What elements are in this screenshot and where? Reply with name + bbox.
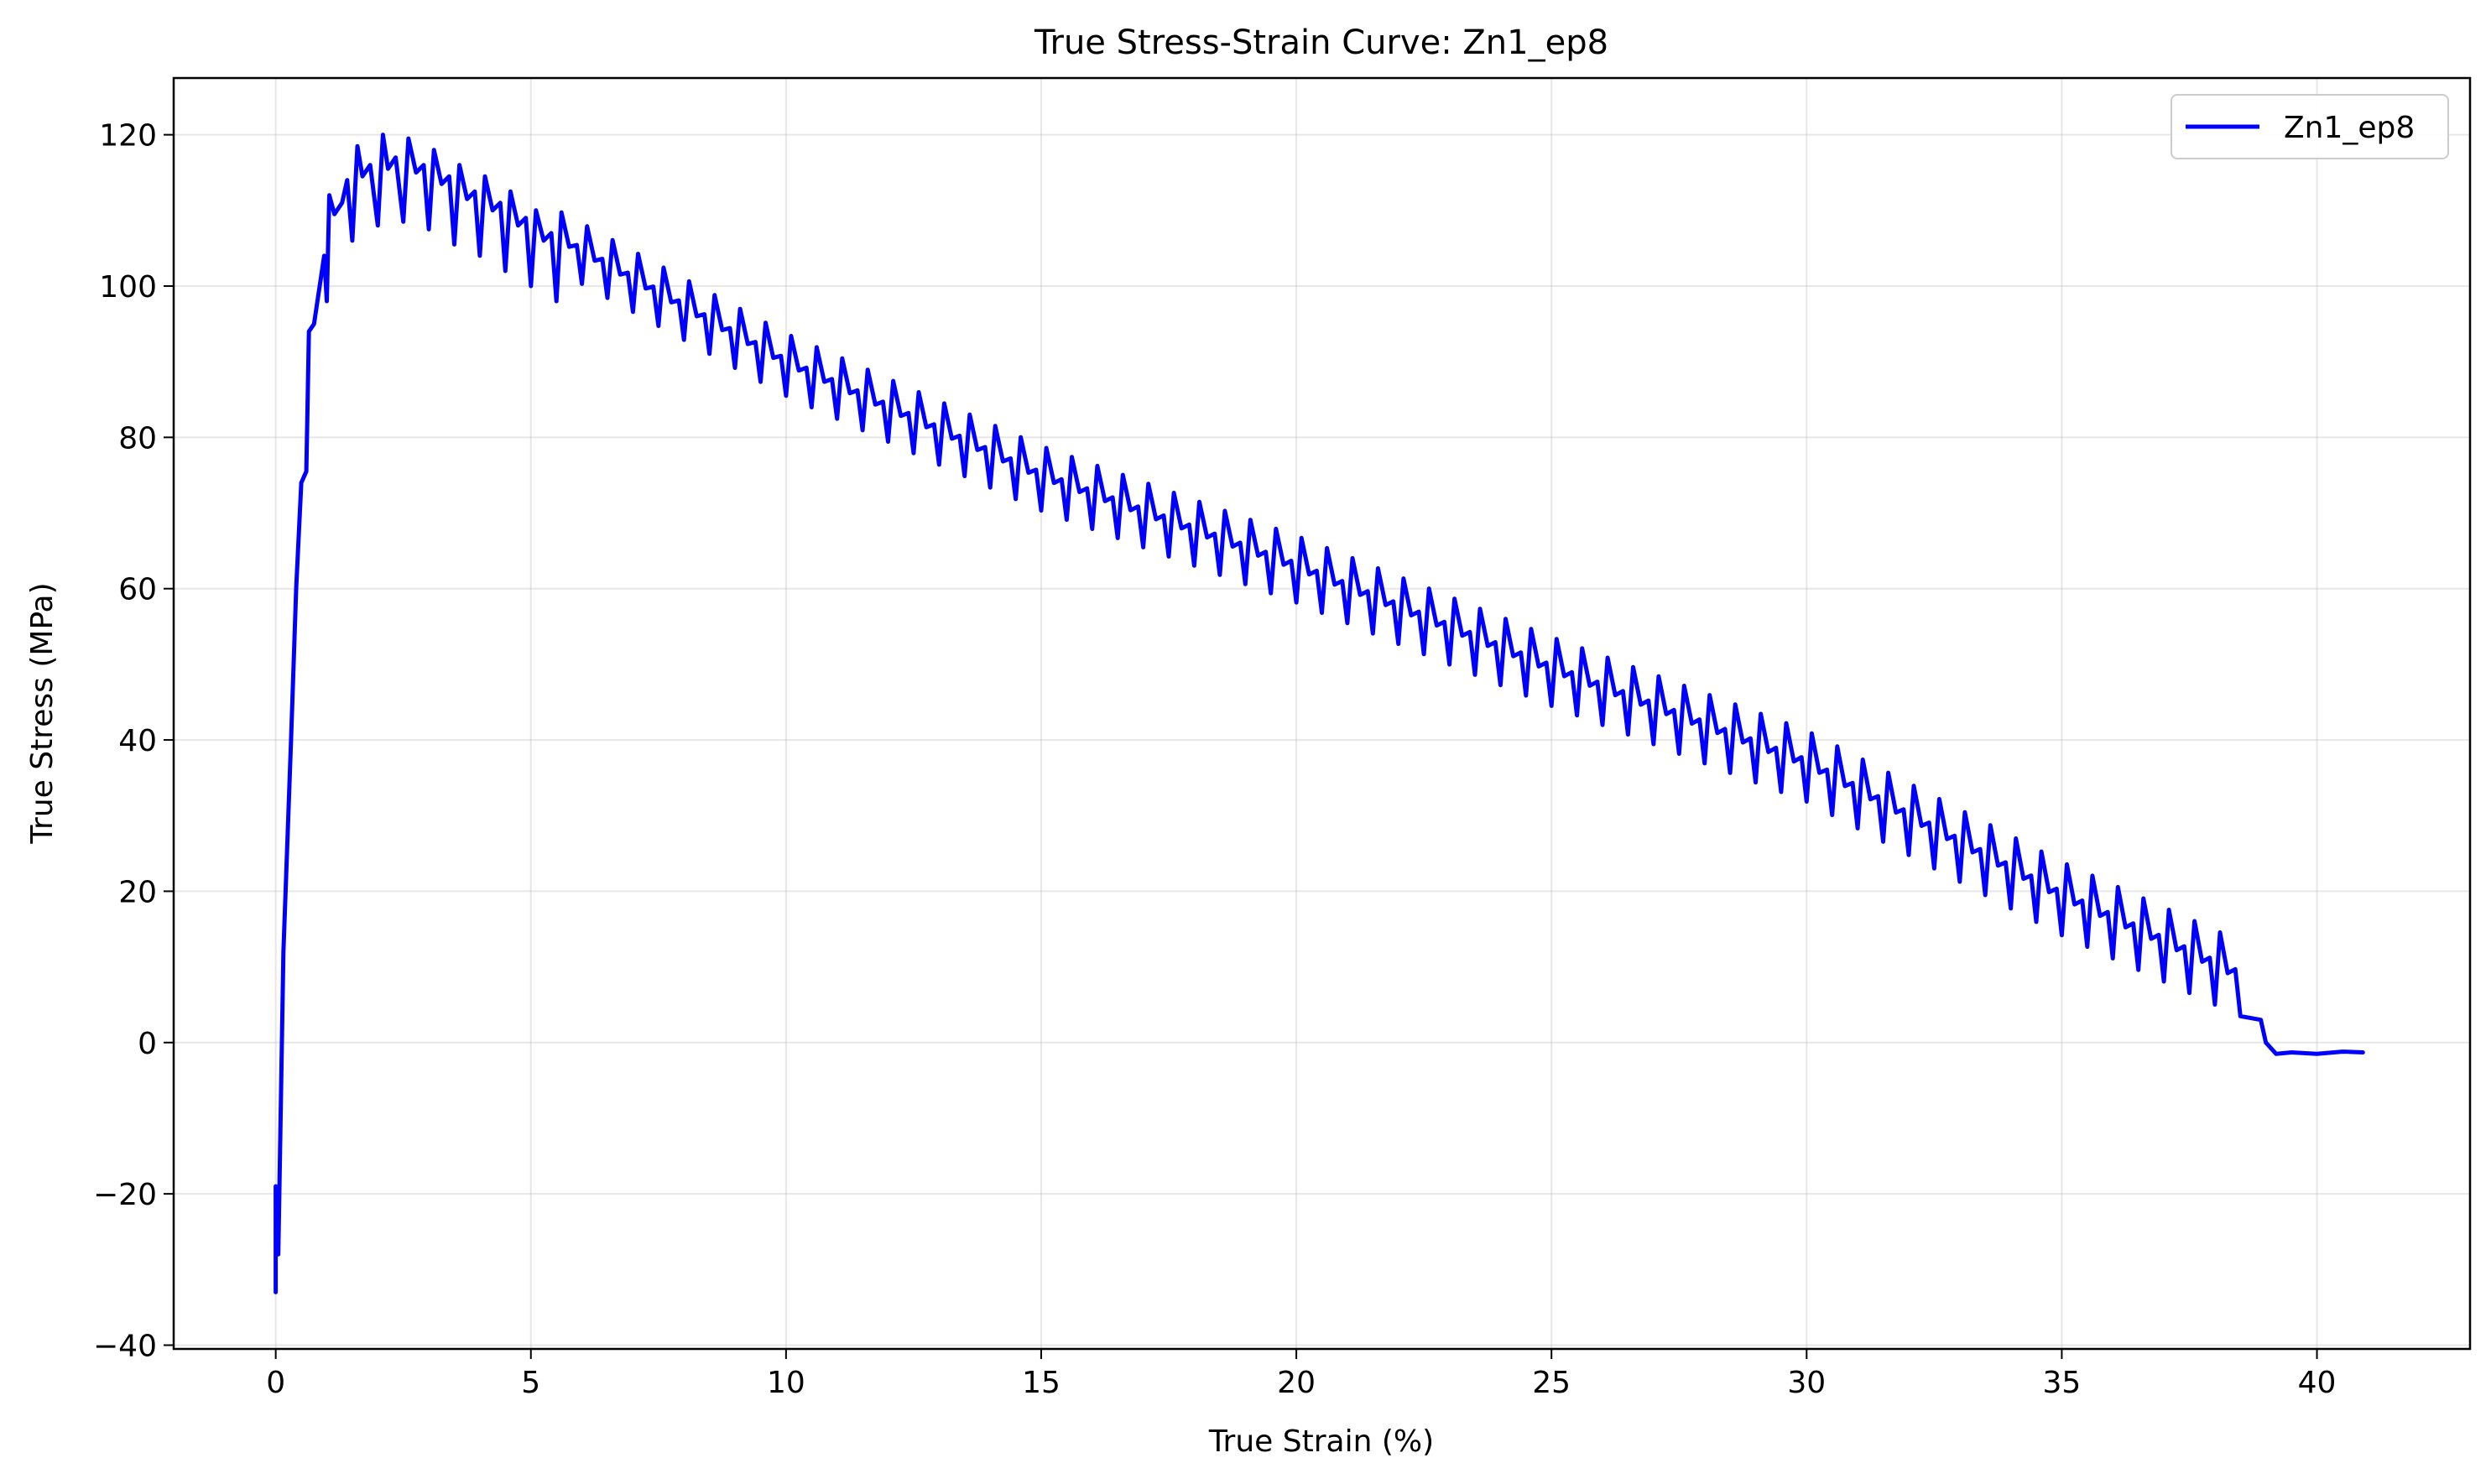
x-tick-label: 5 [521,1366,540,1400]
x-tick-label: 40 [2298,1366,2337,1400]
legend: Zn1_ep8 [2171,94,2449,159]
x-tick-label: 25 [1532,1366,1571,1400]
y-axis-label: True Stress (MPa) [25,582,60,844]
grid-lines [174,78,2470,1349]
y-tick-label: 80 [118,421,157,456]
y-tick-label: 40 [118,724,157,758]
chart-title: True Stress-Strain Curve: Zn1_ep8 [1034,23,1608,62]
y-axis-ticks: −40 −20 0 20 40 60 80 100 120 [93,119,174,1363]
y-tick-label: 120 [99,119,157,154]
y-tick-label: −40 [93,1329,157,1363]
x-tick-label: 35 [2043,1366,2082,1400]
x-axis-ticks: 0 5 10 15 20 25 30 35 40 [266,1349,2336,1400]
series-line-zn1-ep8 [274,133,2365,1294]
x-tick-label: 15 [1022,1366,1060,1400]
legend-label: Zn1_ep8 [2284,111,2415,145]
x-tick-label: 10 [767,1366,805,1400]
legend-box [2171,94,2449,159]
y-tick-label: 0 [138,1027,157,1061]
x-axis-label: True Strain (%) [1208,1424,1434,1459]
y-tick-label: 20 [118,875,157,909]
y-tick-label: 60 [118,573,157,607]
x-tick-label: 20 [1277,1366,1316,1400]
y-tick-label: 100 [99,270,157,305]
x-tick-label: 0 [266,1366,285,1400]
y-tick-label: −20 [93,1178,157,1212]
series-layer [274,133,2365,1294]
plot-frame [172,76,2472,1351]
x-tick-label: 30 [1787,1366,1826,1400]
